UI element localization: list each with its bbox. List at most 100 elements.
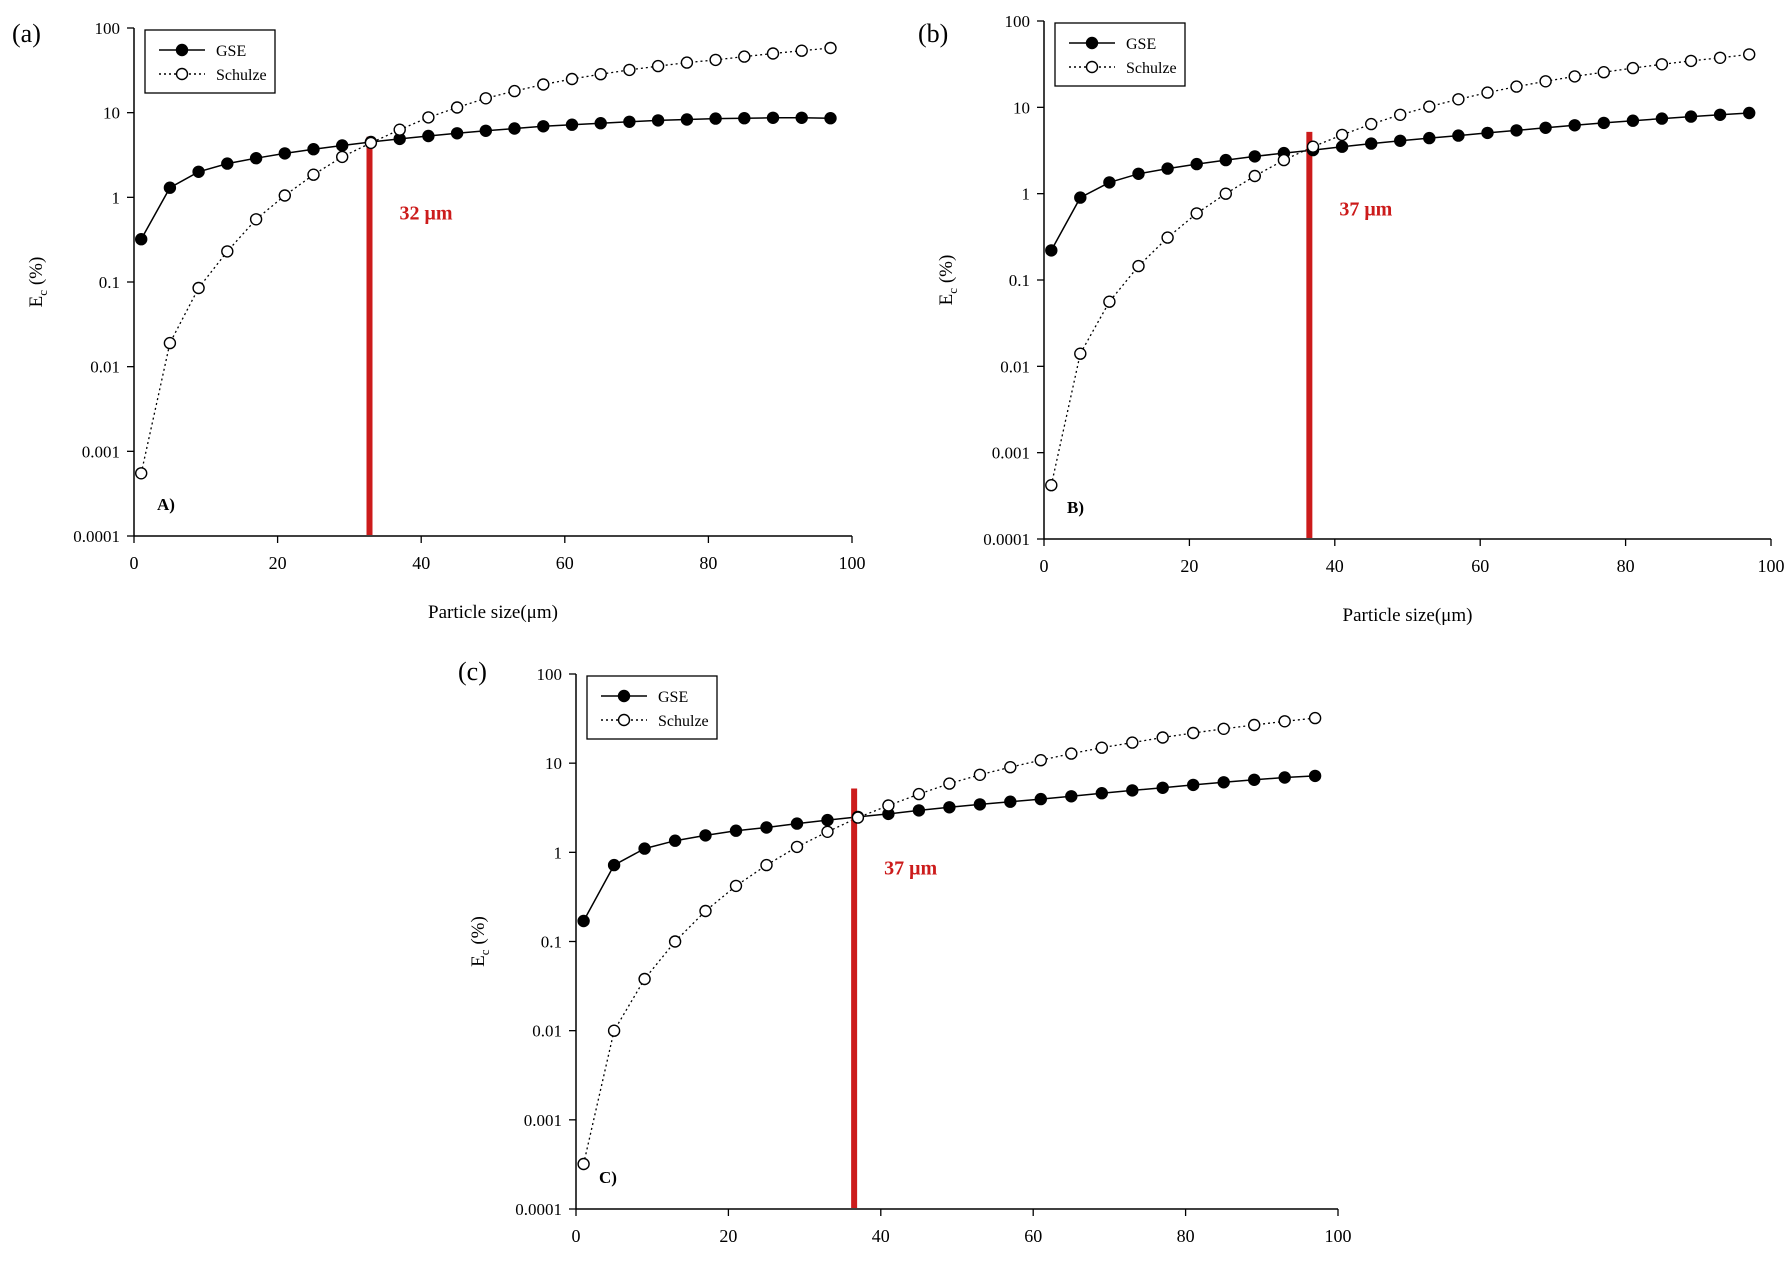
- inner-label: B): [1067, 498, 1084, 517]
- data-point-gse: [795, 111, 808, 125]
- data-point-schulze: [1186, 726, 1200, 740]
- data-point-gse: [1074, 191, 1087, 204]
- y-tick-label: 10: [545, 754, 562, 773]
- x-tick-label: 20: [1180, 556, 1198, 576]
- data-point-schulze: [1481, 86, 1494, 99]
- data-point-gse: [824, 111, 837, 125]
- legend: GSE Schulze: [586, 675, 718, 740]
- data-point-gse: [1045, 244, 1058, 257]
- data-point-schulze: [163, 336, 177, 350]
- legend-box: [1054, 22, 1186, 87]
- data-point-gse: [1742, 106, 1756, 120]
- data-point-gse: [699, 829, 712, 842]
- data-point-schulze: [680, 56, 694, 69]
- data-point-schulze: [393, 123, 406, 136]
- panel-label: (b): [918, 19, 948, 48]
- data-point-schulze: [1219, 187, 1233, 200]
- data-point-gse: [594, 116, 607, 130]
- data-point-schulze: [594, 67, 607, 81]
- data-point-schulze: [450, 101, 464, 114]
- data-point-schulze: [1161, 231, 1174, 244]
- x-tick-label: 0: [130, 553, 139, 573]
- x-tick-label: 100: [1325, 1226, 1352, 1246]
- data-point-gse: [450, 127, 464, 140]
- data-point-schulze: [1713, 51, 1727, 64]
- data-point-gse: [336, 139, 349, 152]
- y-axis-label-sub: c: [477, 949, 492, 955]
- data-point-schulze: [882, 799, 895, 812]
- y-tick-label: 0.001: [82, 442, 120, 461]
- panel-label: (c): [458, 657, 487, 686]
- legend-label-schulze: Schulze: [216, 67, 267, 84]
- x-tick-label: 100: [1758, 556, 1785, 576]
- data-point-gse: [973, 798, 987, 811]
- legend-marker-schulze: [175, 67, 189, 81]
- chart-panel-a: (a) 0.0001 0.001 0.01 0.1 1 10 100 0 20 40 60 80 100 P…: [12, 19, 866, 623]
- y-tick-label: 0.0001: [73, 527, 120, 546]
- data-point-gse: [912, 804, 926, 817]
- data-point-gse: [1161, 162, 1174, 175]
- data-point-gse: [1626, 114, 1640, 127]
- y-tick-label: 10: [103, 104, 120, 123]
- x-tick-label: 80: [1177, 1226, 1195, 1246]
- y-axis-label-rest: (%): [468, 916, 489, 949]
- data-point-gse: [1095, 787, 1109, 800]
- y-tick-label: 100: [95, 19, 121, 38]
- crossover-label: 32 μm: [400, 202, 453, 224]
- y-tick-label: 0.1: [1009, 271, 1030, 290]
- data-point-schulze: [508, 84, 521, 98]
- y-tick-label: 0.001: [992, 444, 1030, 463]
- y-tick-label: 0.0001: [983, 530, 1030, 549]
- x-tick-label: 40: [872, 1226, 890, 1246]
- y-axis-label-sub: c: [945, 288, 960, 294]
- x-tick-label: 60: [556, 553, 574, 573]
- data-point-schulze: [824, 41, 837, 55]
- data-point-schulze: [623, 63, 636, 77]
- data-point-gse: [249, 151, 263, 165]
- data-point-gse: [1364, 137, 1378, 150]
- data-point-schulze: [943, 777, 956, 790]
- y-tick-label: 100: [1005, 12, 1031, 31]
- data-point-gse: [1655, 112, 1669, 125]
- data-point-gse: [1132, 167, 1145, 181]
- data-point-gse: [1481, 126, 1494, 140]
- data-point-schulze: [1132, 259, 1145, 273]
- chart-panel-c: (c)0.00010.0010.010.1110100020406080100P…: [458, 657, 1352, 1277]
- x-axis-label: Particle size(μm): [1343, 605, 1473, 626]
- data-point-gse: [638, 842, 651, 855]
- data-point-gse: [821, 813, 834, 827]
- data-point-gse: [1539, 121, 1552, 135]
- legend-marker-gse: [617, 689, 631, 703]
- data-point-gse: [537, 120, 550, 133]
- series-line-gse: [582, 775, 1316, 922]
- data-point-schulze: [638, 972, 651, 986]
- data-point-schulze: [1004, 761, 1017, 774]
- data-point-schulze: [760, 858, 773, 872]
- data-point-gse: [1248, 150, 1262, 163]
- data-point-schulze: [1278, 715, 1291, 728]
- data-point-schulze: [795, 44, 808, 57]
- y-tick-label: 0.1: [99, 273, 120, 292]
- data-point-schulze: [1190, 207, 1203, 220]
- legend-marker-gse: [175, 43, 189, 57]
- data-point-schulze: [1335, 128, 1349, 142]
- data-point-schulze: [1045, 479, 1058, 492]
- data-point-schulze: [479, 92, 492, 105]
- data-point-gse: [1684, 110, 1698, 123]
- data-point-schulze: [1393, 108, 1407, 122]
- y-axis-label-rest: (%): [936, 255, 957, 288]
- y-axis-label-sub: c: [35, 290, 50, 296]
- y-axis-label: Ec (%): [936, 255, 960, 306]
- data-point-schulze: [565, 72, 579, 86]
- y-tick-label: 0.1: [541, 933, 562, 952]
- y-axis-label-main: E: [468, 955, 489, 967]
- inner-label: A): [157, 495, 175, 514]
- data-point-gse: [651, 114, 665, 127]
- data-point-schulze: [1277, 153, 1291, 167]
- legend-box: [586, 675, 718, 740]
- data-point-gse: [1713, 108, 1727, 122]
- data-point-gse: [192, 165, 205, 179]
- data-point-gse: [1190, 157, 1203, 171]
- data-point-schulze: [336, 150, 349, 164]
- x-tick-label: 0: [1040, 556, 1049, 576]
